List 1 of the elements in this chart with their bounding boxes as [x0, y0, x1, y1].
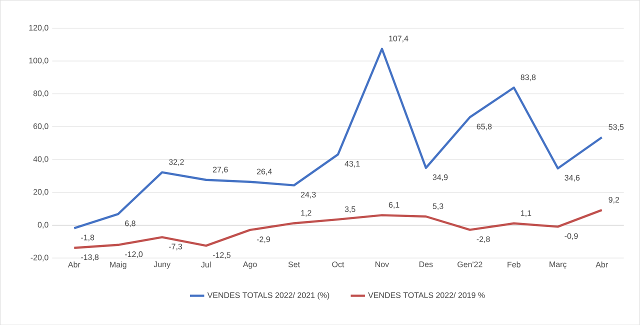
line-series — [73, 48, 603, 230]
